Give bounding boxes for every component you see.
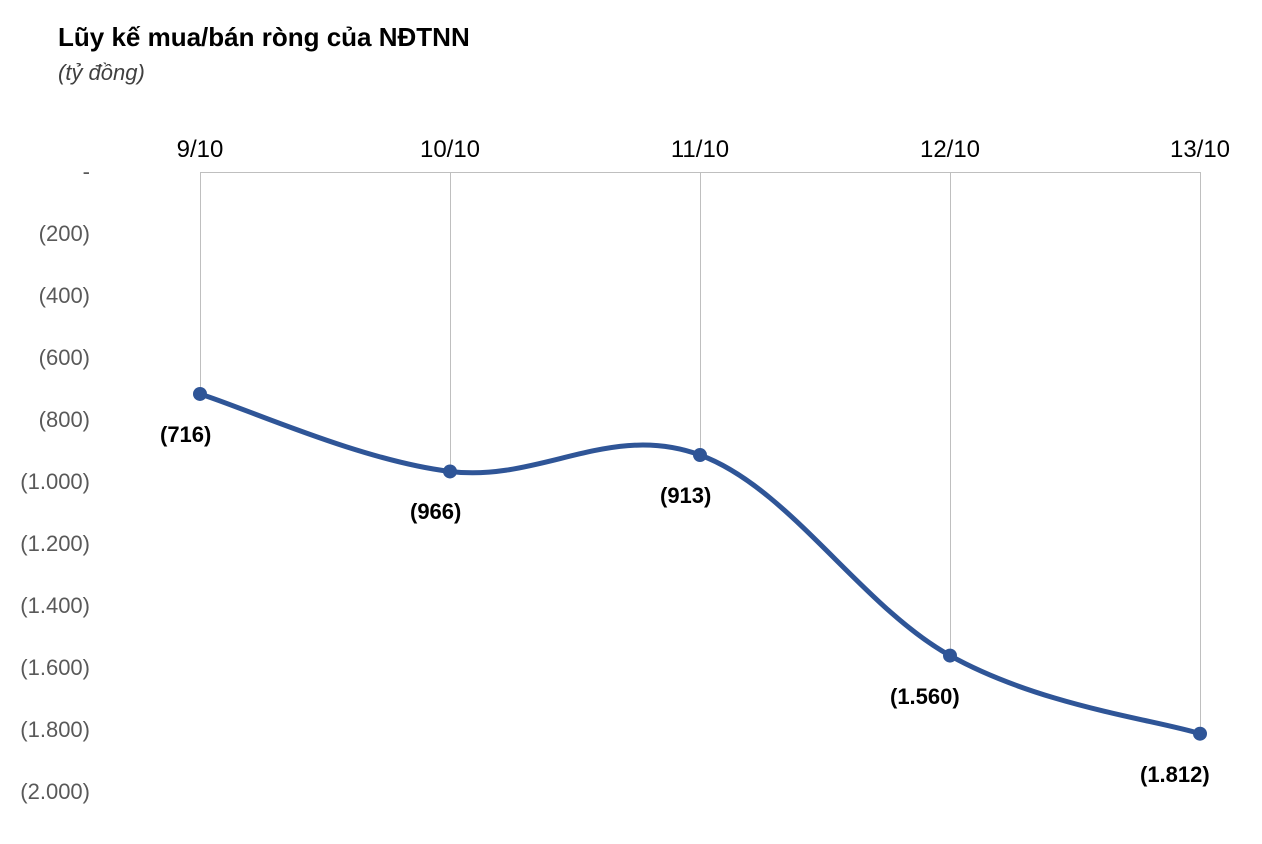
y-tick-label: (1.000)	[0, 469, 90, 495]
y-tick-label: (1.600)	[0, 655, 90, 681]
y-tick-label: (1.200)	[0, 531, 90, 557]
plot-area	[200, 172, 1200, 792]
chart-container: Lũy kế mua/bán ròng của NĐTNN (tỷ đồng) …	[0, 0, 1262, 844]
x-tick-label: 10/10	[390, 136, 510, 164]
data-marker	[193, 387, 207, 401]
x-tick-label: 12/10	[890, 136, 1010, 164]
x-tick-label: 11/10	[640, 136, 760, 164]
y-tick-label: (1.800)	[0, 717, 90, 743]
chart-title: Lũy kế mua/bán ròng của NĐTNN	[58, 22, 470, 53]
data-label: (966)	[410, 499, 461, 525]
y-tick-label: (800)	[0, 407, 90, 433]
y-tick-label: (2.000)	[0, 779, 90, 805]
x-tick-label: 9/10	[140, 136, 260, 164]
data-label: (1.812)	[1140, 762, 1210, 788]
data-marker	[693, 448, 707, 462]
y-tick-label: (600)	[0, 345, 90, 371]
data-line	[200, 394, 1200, 734]
line-svg	[180, 152, 1220, 812]
y-tick-label: -	[0, 159, 90, 185]
x-tick-label: 13/10	[1140, 136, 1260, 164]
data-label: (1.560)	[890, 684, 960, 710]
data-marker	[443, 464, 457, 478]
y-tick-label: (400)	[0, 283, 90, 309]
data-label: (913)	[660, 483, 711, 509]
y-tick-label: (200)	[0, 221, 90, 247]
data-marker	[1193, 727, 1207, 741]
chart-subtitle: (tỷ đồng)	[58, 60, 145, 86]
y-tick-label: (1.400)	[0, 593, 90, 619]
data-label: (716)	[160, 422, 211, 448]
data-marker	[943, 649, 957, 663]
